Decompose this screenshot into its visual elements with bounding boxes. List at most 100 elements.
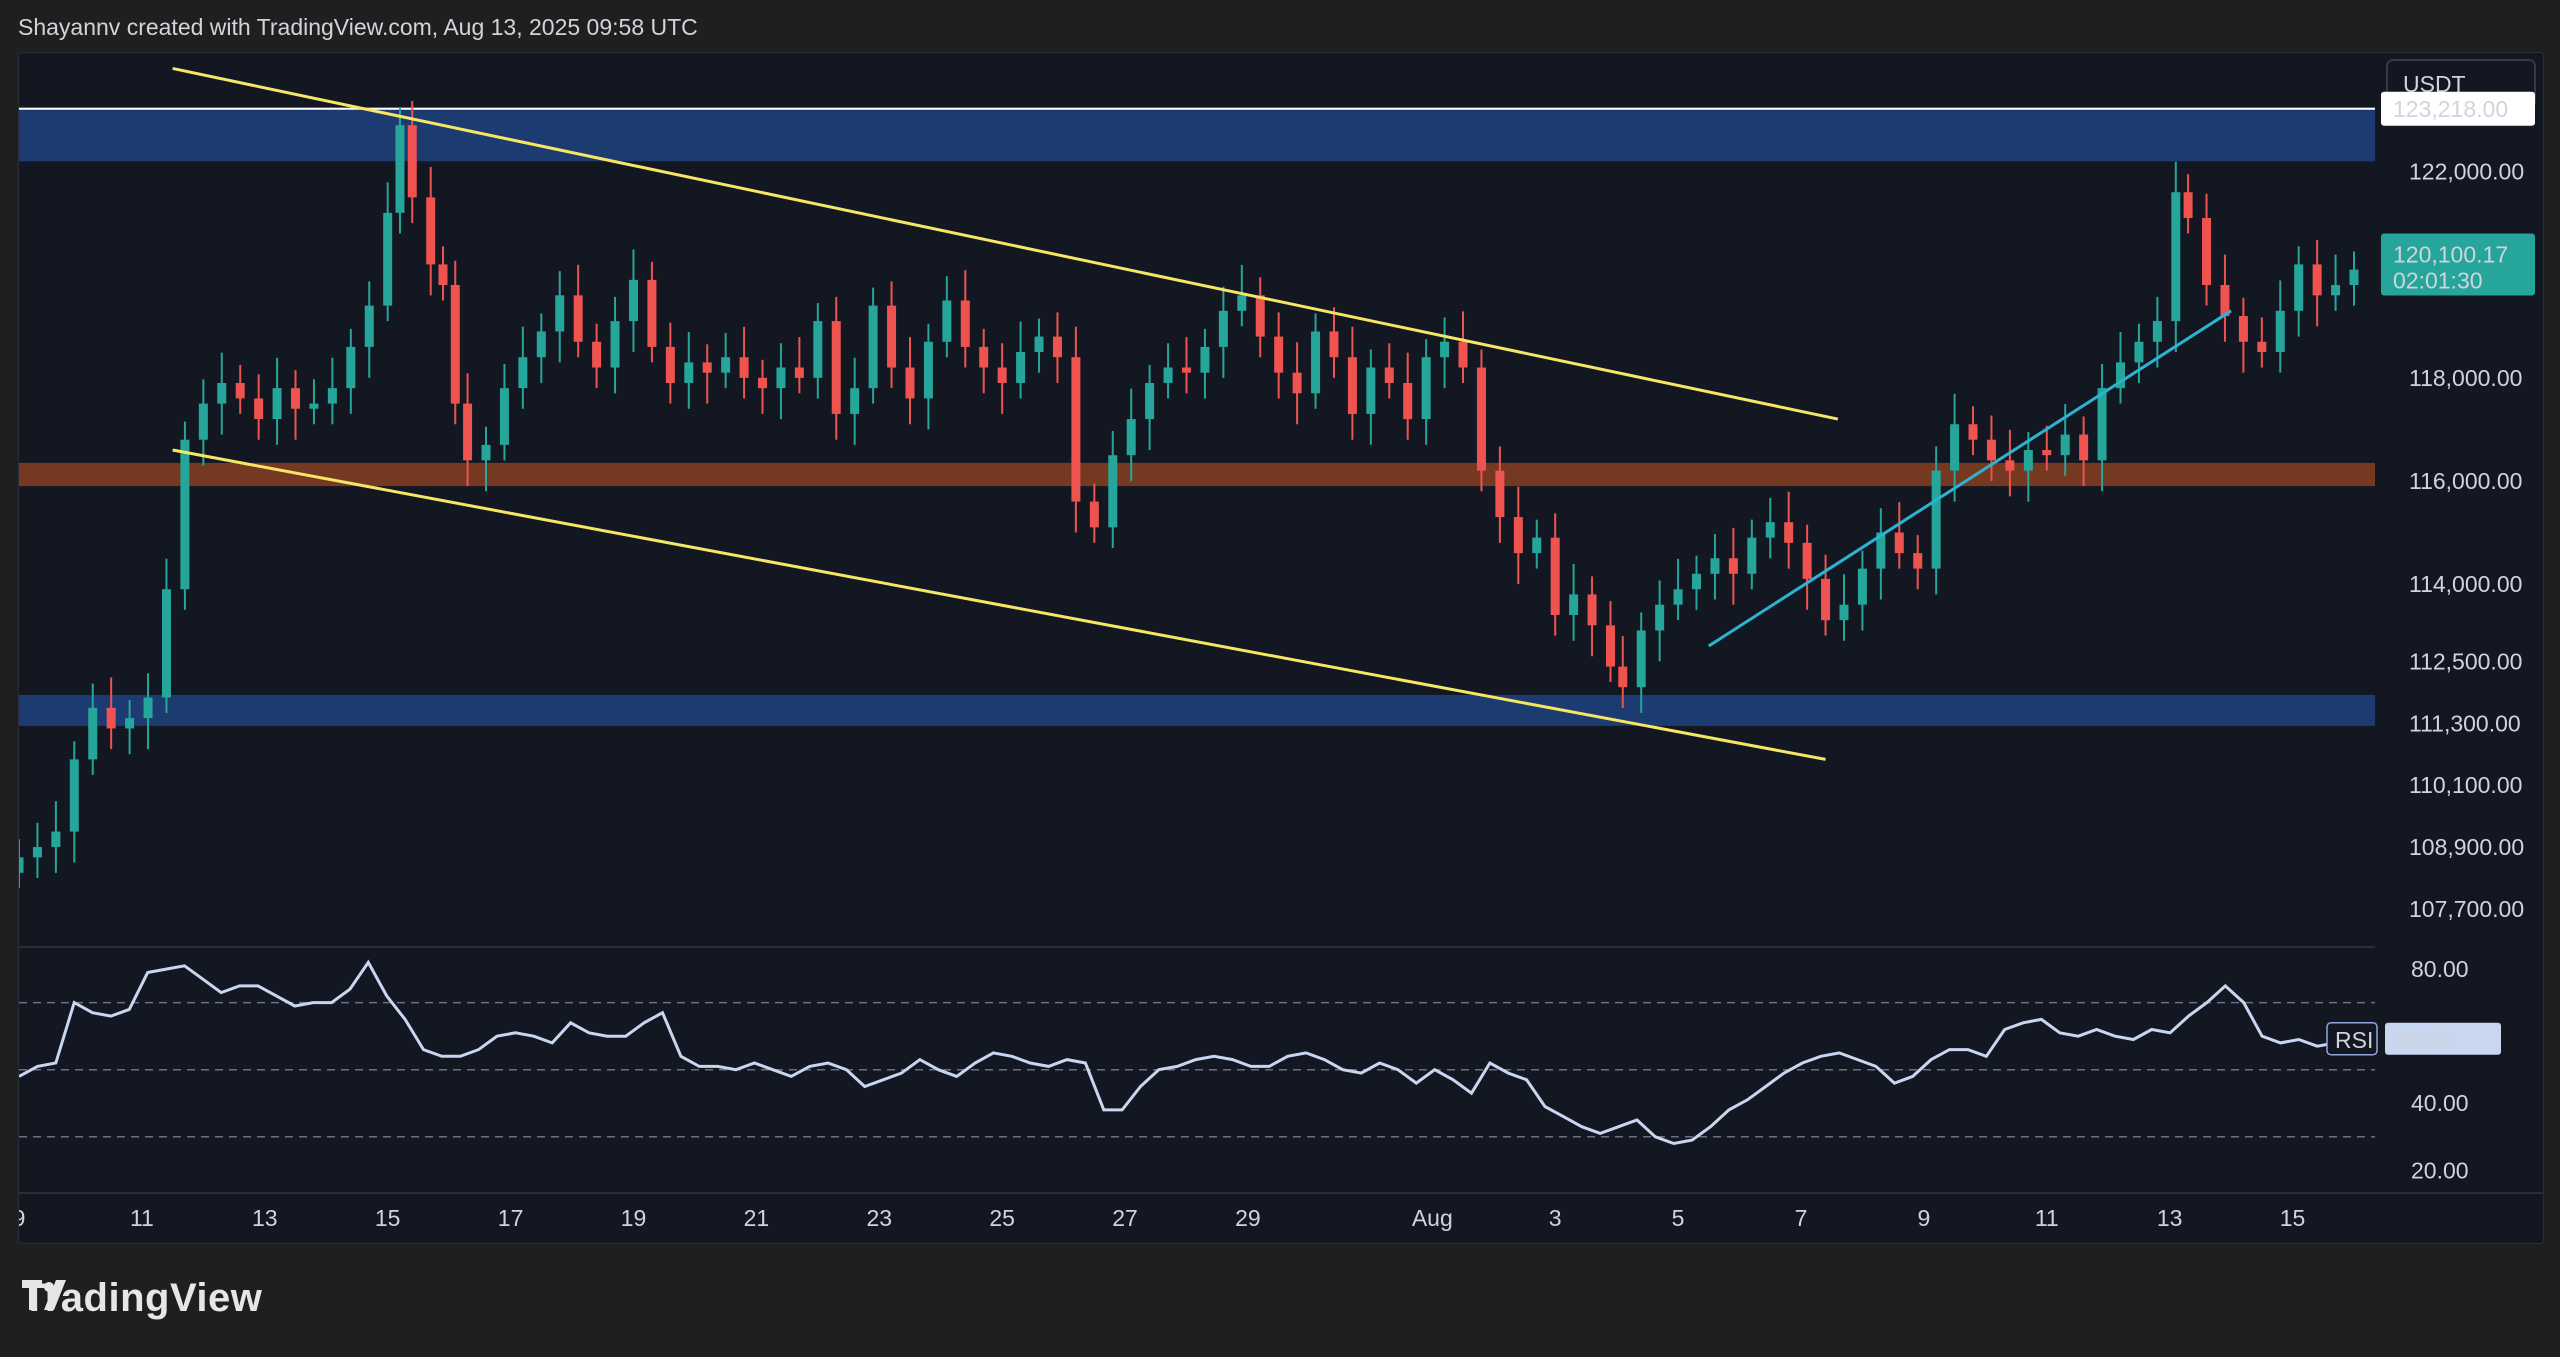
rsi-indicator-label: RSI <box>2335 1027 2373 1053</box>
rsi-indicator-badge <box>2326 1022 2378 1056</box>
candle-body <box>868 305 878 389</box>
price-tick-label: 116,000.00 <box>2409 468 2522 494</box>
candle-body <box>923 341 933 399</box>
candle-body <box>2202 217 2212 286</box>
candle-body <box>1839 604 1849 621</box>
x-tick-label: 5 <box>1672 1205 1685 1231</box>
candle-body <box>180 439 190 590</box>
candle-body <box>739 357 749 378</box>
candle-body <box>2079 434 2089 461</box>
candle-body <box>1802 542 1812 579</box>
candle-body <box>979 346 989 368</box>
candle-body <box>1655 604 1665 631</box>
candle-body <box>88 707 98 760</box>
candle-body <box>499 388 509 445</box>
candle-body <box>1857 568 1867 605</box>
candle-body <box>1747 537 1757 574</box>
candle-body <box>198 403 208 440</box>
tradingview-logo-icon <box>22 1280 66 1310</box>
candle-body <box>2060 434 2070 456</box>
candle-body <box>1550 537 1560 616</box>
tradingview-brand: TradingView <box>22 1276 262 1321</box>
rsi-tick-label: 20.00 <box>2411 1157 2469 1183</box>
candle-body <box>2275 310 2285 353</box>
x-tick-label: 13 <box>2157 1205 2183 1231</box>
x-tick-label: 13 <box>252 1205 278 1231</box>
horizontal-line-value: 123,218.00 <box>2393 96 2508 122</box>
x-tick-label: 23 <box>866 1205 892 1231</box>
candle-body <box>51 831 61 848</box>
candle-body <box>291 388 301 409</box>
last-price-value: 120,100.17 <box>2393 242 2508 268</box>
candle-body <box>383 212 393 306</box>
x-tick-label: 27 <box>1112 1205 1138 1231</box>
x-tick-label: 11 <box>130 1205 154 1231</box>
candle-body <box>1145 382 1155 420</box>
x-tick-label: 3 <box>1549 1205 1562 1231</box>
candle-body <box>1692 573 1702 590</box>
price-tick-label: 122,000.00 <box>2409 159 2524 185</box>
candle-body <box>684 362 694 383</box>
candle-body <box>887 305 897 368</box>
channel-upper-line <box>172 67 1839 421</box>
x-tick-label: 15 <box>375 1205 401 1231</box>
candle-body <box>1710 558 1720 574</box>
candle-body <box>1986 439 1996 461</box>
last-price-badge <box>2381 233 2535 296</box>
candle-body <box>942 300 952 342</box>
candle-body <box>831 321 841 414</box>
x-tick-label: Aug <box>1412 1205 1453 1231</box>
candle-body <box>647 279 657 347</box>
zone-resistance <box>19 107 2375 162</box>
candle-body <box>125 718 135 729</box>
price-tick-label: 110,100.00 <box>2409 772 2522 798</box>
candle-body <box>628 279 638 322</box>
candle-body <box>143 697 153 719</box>
candle-body <box>309 403 319 409</box>
candle-body <box>69 759 79 832</box>
candle-body <box>610 321 620 368</box>
candle-body <box>2171 192 2181 322</box>
candle-body <box>2005 460 2015 471</box>
candle-body <box>32 847 42 858</box>
x-tick-label: 9 <box>19 1205 25 1231</box>
candle-body <box>1913 553 1923 569</box>
chart-panel[interactable]: 122,000.00 118,000.00 116,000.00 114,000.00… <box>18 52 2544 1244</box>
price-tick-label: 114,000.00 <box>2409 571 2522 597</box>
candlestick-chart[interactable]: 122,000.00 118,000.00 116,000.00 114,000.00… <box>19 53 2543 1243</box>
candle-body <box>1876 532 1886 569</box>
candle-body <box>1728 558 1738 574</box>
candle-body <box>2257 341 2267 353</box>
candle-body <box>1421 357 1431 420</box>
candle-body <box>758 377 768 389</box>
candle-body <box>665 346 675 383</box>
candle-body <box>960 300 970 347</box>
price-tick-label: 112,500.00 <box>2409 648 2522 674</box>
candle-body <box>2294 264 2304 311</box>
candle-body <box>1894 532 1904 554</box>
rsi-tick-label: 40.00 <box>2411 1090 2469 1116</box>
candle-body <box>450 285 460 404</box>
zone-support-resistance <box>19 462 2375 487</box>
candle-body <box>346 346 356 389</box>
candle-body <box>592 341 602 368</box>
candle-body <box>1532 537 1542 554</box>
candle-body <box>1218 310 1228 347</box>
candle-body <box>2238 315 2248 342</box>
candle-body <box>1440 341 1450 358</box>
x-tick-label: 19 <box>621 1205 647 1231</box>
candle-body <box>1587 594 1597 626</box>
candles <box>19 100 2359 889</box>
candle-body <box>1274 336 1284 373</box>
rsi-value: 58.93 <box>2397 1027 2455 1053</box>
candle-body <box>161 589 171 698</box>
candle-countdown: 02:01:30 <box>2393 268 2483 294</box>
candle-body <box>254 398 264 420</box>
candle-body <box>1569 594 1579 616</box>
candle-body <box>1458 341 1468 368</box>
channel-lower-line <box>172 448 1826 761</box>
candle-body <box>1513 517 1523 554</box>
candle-body <box>1126 419 1136 456</box>
price-tick-label: 108,900.00 <box>2409 834 2524 860</box>
candle-body <box>2152 321 2162 342</box>
